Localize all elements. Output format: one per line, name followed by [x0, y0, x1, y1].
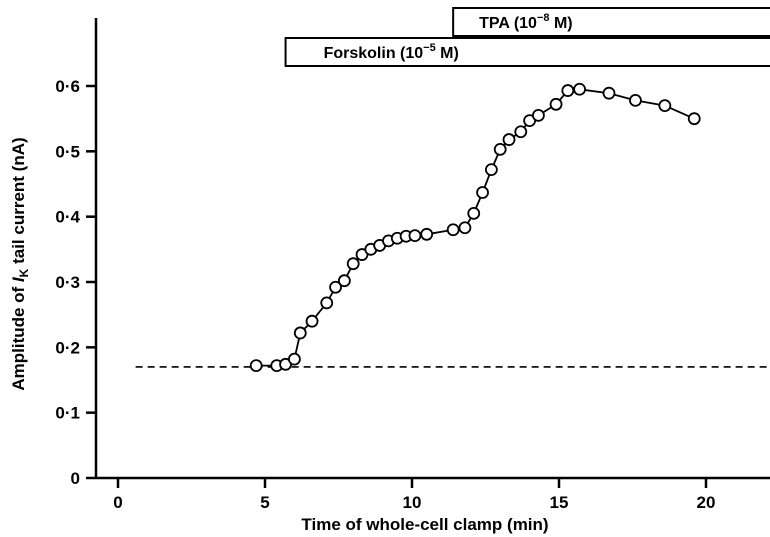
- data-point: [329, 280, 342, 294]
- data-point: [502, 133, 516, 146]
- data-point: [687, 112, 701, 126]
- data-point: [549, 97, 563, 111]
- data-point: [287, 352, 301, 366]
- data-point: [484, 163, 498, 177]
- x-tick-label: 15: [550, 493, 569, 512]
- treatment-bar: [452, 7, 770, 37]
- treatment-bar: [284, 37, 770, 67]
- data-point: [514, 125, 528, 139]
- treatment-bars: Forskolin (10−5 M) TPA (10−8 M): [284, 7, 770, 67]
- treatment-bar-label: Forskolin (10−5 M): [324, 42, 459, 62]
- data-point: [458, 221, 472, 235]
- data-point: [658, 99, 672, 112]
- x-tick-label: 10: [403, 493, 422, 512]
- data-point: [561, 84, 575, 97]
- data-point: [305, 314, 319, 328]
- y-tick-label: 0·3: [55, 273, 80, 292]
- data-point: [408, 229, 422, 243]
- data-point: [420, 227, 434, 241]
- y-tick-label: 0·5: [55, 142, 80, 161]
- data-point: [493, 142, 507, 156]
- data-point: [573, 82, 586, 96]
- data-point: [337, 274, 351, 288]
- data-point: [476, 186, 489, 199]
- y-tick-label: 0·4: [55, 208, 80, 227]
- y-tick-label: 0·2: [55, 338, 80, 357]
- y-tick-label: 0·1: [55, 404, 80, 423]
- data-point: [629, 93, 642, 107]
- data-point: [346, 257, 360, 271]
- x-tick-label: 0: [113, 493, 122, 512]
- axes: 0 5 10 15 20 0 0·1 0·2 0·3 0·4 0·5 0·6 Time of whole…: [9, 18, 770, 534]
- data-point: [446, 223, 460, 237]
- y-tick-label: 0: [71, 469, 80, 488]
- series-line: [256, 88, 695, 367]
- data-point: [320, 296, 334, 310]
- data-point: [602, 86, 616, 100]
- data-point: [249, 359, 263, 373]
- data-point: [293, 326, 307, 340]
- y-axis-title: Amplitude of IK tail current (nA): [9, 137, 31, 390]
- x-tick-label: 5: [260, 493, 269, 512]
- y-tick-label: 0·6: [55, 77, 80, 96]
- x-axis-title: Time of whole-cell clamp (min): [301, 515, 548, 534]
- series-layer: [249, 82, 701, 373]
- data-point: [467, 206, 481, 220]
- data-point: [532, 109, 545, 122]
- treatment-bar-label: TPA (10−8 M): [479, 12, 572, 32]
- x-tick-label: 20: [697, 493, 716, 512]
